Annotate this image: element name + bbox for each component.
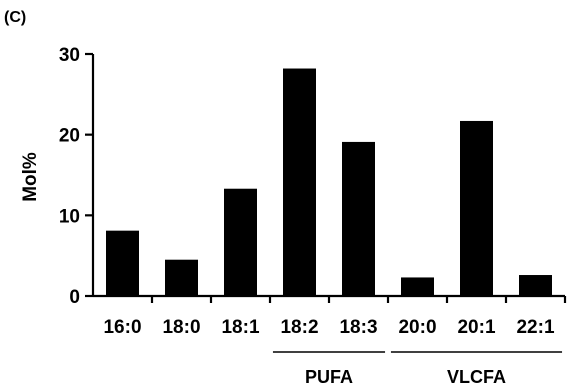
y-tick-label: 0 [69,287,80,308]
y-tick-label: 10 [59,206,80,227]
y-tick-label: 30 [59,45,80,66]
group-label-vlcfa: VLCFA [447,367,506,387]
x-axis: 16:0 18:0 18:1 18:2 18:3 20:0 20:1 22:1 [93,294,567,338]
x-tick-label: 16:0 [103,317,141,338]
x-tick-label: 18:3 [339,317,377,338]
bar-18-1 [224,188,257,296]
x-tick-label: 18:0 [162,317,200,338]
y-axis: 0 10 20 30 [59,45,95,308]
panel-label: (C) [4,9,26,26]
x-tick-label: 22:1 [516,317,554,338]
bar-22-1 [519,275,552,296]
x-tick-label: 20:0 [398,317,436,338]
bar-20-0 [401,277,434,296]
bar-18-3 [342,141,375,296]
group-label-pufa: PUFA [305,367,353,387]
category-groups: PUFA VLCFA [272,351,563,387]
bar-16-0 [106,230,139,296]
x-tick-label: 18:2 [280,317,318,338]
x-tick-label: 20:1 [457,317,495,338]
y-tick-label: 20 [59,126,80,147]
bar-18-0 [165,259,198,296]
bars [106,68,552,297]
x-tick-label: 18:1 [221,317,259,338]
y-axis-label: Mol% [20,152,41,202]
bar-18-2 [283,68,316,297]
bar-20-1 [460,120,493,296]
